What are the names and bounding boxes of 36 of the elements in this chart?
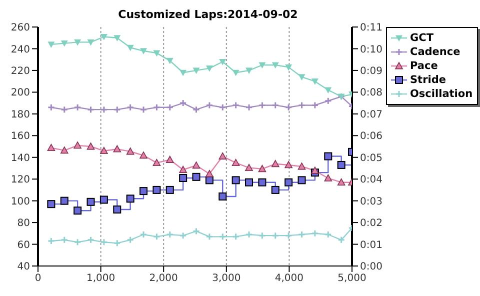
y2-tick-label: 0:07 (360, 109, 382, 120)
y2-tick-label: 0:01 (360, 240, 382, 251)
y-tick-label: 240 (10, 44, 30, 56)
y2-tick-label: 0:03 (360, 196, 382, 208)
y2-tick-label: 0:06 (360, 131, 382, 142)
x-tick-label: 3,000 (212, 273, 241, 284)
legend-label: Oscillation (410, 87, 473, 101)
y-tick-label: 180 (10, 109, 30, 120)
y-tick-label: 260 (10, 22, 30, 34)
y2-tick-label: 0:04 (360, 174, 382, 186)
x-tick-label: 5,000 (338, 273, 366, 284)
y2-tick-label: 0:11 (360, 22, 382, 34)
x-tick-label: 0 (34, 273, 42, 284)
x-tick-label: 2,000 (149, 273, 178, 284)
legend-label: Stride (410, 73, 446, 87)
y2-tick-label: 0:09 (360, 66, 382, 78)
y-tick-label: 80 (17, 218, 30, 230)
chart-title: Customized Laps:2014-09-02 (117, 8, 299, 22)
y2-tick-label: 0:02 (360, 218, 382, 230)
y2-tick-label: 0:08 (360, 88, 382, 99)
y-tick-label: 60 (17, 240, 30, 251)
y-tick-label: 140 (10, 152, 30, 164)
y-tick-label: 200 (10, 88, 30, 99)
y2-tick-label: 0:05 (360, 152, 382, 164)
y2-tick-label: 0:00 (360, 262, 382, 273)
y-tick-label: 120 (10, 174, 30, 186)
y-tick-label: 220 (10, 66, 30, 78)
legend-label: Cadence (410, 45, 460, 59)
y2-tick-label: 0:10 (360, 44, 382, 56)
y-tick-label: 40 (17, 262, 30, 273)
y-tick-label: 160 (10, 131, 30, 142)
legend-label: Pace (410, 59, 438, 73)
x-tick-label: 4,000 (274, 273, 304, 284)
x-tick-label: 1,000 (86, 273, 116, 284)
y-tick-label: 100 (10, 196, 30, 208)
legend-label: GCT (410, 31, 434, 45)
